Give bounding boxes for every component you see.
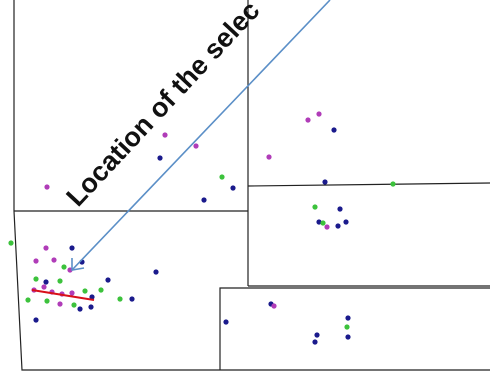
point-marker-magenta bbox=[69, 290, 75, 296]
point-marker-green bbox=[390, 181, 396, 187]
point-markers bbox=[8, 111, 396, 345]
point-marker-magenta bbox=[33, 258, 39, 264]
point-marker-navy bbox=[335, 223, 341, 229]
point-marker-navy bbox=[105, 277, 111, 283]
point-marker-green bbox=[219, 174, 225, 180]
point-marker-green bbox=[344, 324, 350, 330]
point-marker-magenta bbox=[193, 143, 199, 149]
point-marker-navy bbox=[322, 179, 328, 185]
point-marker-green bbox=[57, 278, 63, 284]
point-marker-green bbox=[71, 302, 77, 308]
point-marker-navy bbox=[343, 219, 349, 225]
point-marker-navy bbox=[88, 304, 94, 310]
point-marker-navy bbox=[77, 306, 83, 312]
point-marker-green bbox=[44, 298, 50, 304]
point-marker-magenta bbox=[43, 245, 49, 251]
point-marker-green bbox=[25, 297, 31, 303]
top-right-box-bottom bbox=[247, 182, 490, 187]
point-marker-green bbox=[117, 296, 123, 302]
point-marker-navy bbox=[316, 219, 322, 225]
point-marker-magenta bbox=[316, 111, 322, 117]
point-marker-navy bbox=[331, 127, 337, 133]
point-marker-magenta bbox=[162, 132, 168, 138]
point-marker-navy bbox=[345, 315, 351, 321]
pointer-arrow bbox=[71, 0, 331, 271]
point-marker-navy bbox=[314, 332, 320, 338]
selected-segment bbox=[31, 289, 95, 301]
point-marker-navy bbox=[153, 269, 159, 275]
point-marker-navy bbox=[157, 155, 163, 161]
outer-boundary bbox=[13, 0, 490, 371]
point-marker-magenta bbox=[51, 257, 57, 263]
point-marker-green bbox=[320, 220, 326, 226]
point-marker-green bbox=[33, 276, 39, 282]
bottom-right-box bbox=[219, 287, 490, 370]
point-marker-navy bbox=[201, 197, 207, 203]
point-marker-navy bbox=[223, 319, 229, 325]
point-marker-navy bbox=[89, 294, 95, 300]
point-marker-navy bbox=[43, 279, 49, 285]
point-marker-magenta bbox=[41, 284, 47, 290]
point-marker-green bbox=[61, 264, 67, 270]
point-marker-navy bbox=[345, 334, 351, 340]
point-marker-navy bbox=[337, 206, 343, 212]
annotation-label: Location of the selec bbox=[60, 0, 265, 212]
point-marker-navy bbox=[312, 339, 318, 345]
point-marker-magenta bbox=[305, 117, 311, 123]
point-marker-navy bbox=[230, 185, 236, 191]
point-marker-navy bbox=[33, 317, 39, 323]
point-marker-navy bbox=[129, 296, 135, 302]
pointer-arrow-shaft bbox=[71, 0, 331, 271]
point-marker-magenta bbox=[57, 301, 63, 307]
point-marker-green bbox=[98, 287, 104, 293]
point-marker-magenta bbox=[44, 184, 50, 190]
point-marker-green bbox=[8, 240, 14, 246]
point-marker-navy bbox=[69, 245, 75, 251]
point-marker-magenta bbox=[324, 224, 330, 230]
point-marker-magenta bbox=[266, 154, 272, 160]
point-marker-green bbox=[82, 288, 88, 294]
pointer-arrow-head bbox=[71, 258, 85, 271]
point-marker-green bbox=[312, 204, 318, 210]
region-boundaries bbox=[13, 0, 490, 371]
point-marker-magenta bbox=[271, 303, 277, 309]
